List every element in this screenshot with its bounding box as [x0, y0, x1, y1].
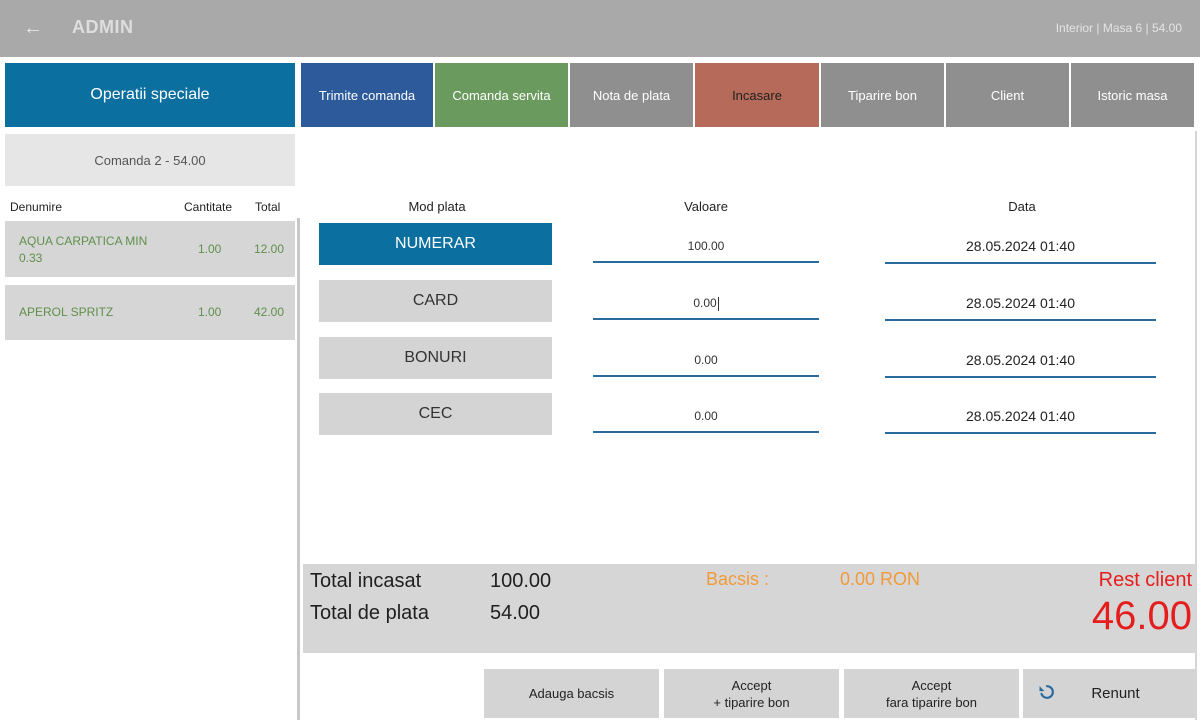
item-total: 12.00	[254, 242, 285, 256]
vouchers-value-field[interactable]: 0.00	[593, 347, 819, 377]
payment-mode-card-button[interactable]: CARD	[319, 280, 552, 322]
order-item-row[interactable]: AQUA CARPATICA MIN 0.33 1.00 12.00	[5, 221, 295, 277]
print-receipt-button[interactable]: Tiparire bon	[821, 63, 944, 127]
tip-value: 0.00 RON	[840, 569, 921, 589]
vouchers-date-field[interactable]: 28.05.2024 01:40	[885, 346, 1156, 378]
arrow-left-icon[interactable]: ←	[23, 17, 43, 39]
item-total: 42.00	[254, 305, 285, 319]
add-tip-button[interactable]: Adauga bacsis	[484, 669, 659, 718]
card-date-field[interactable]: 28.05.2024 01:40	[885, 289, 1156, 321]
accept-no-print-button[interactable]: Accept fara tiparire bon	[844, 669, 1019, 718]
column-quantity: Cantitate	[184, 200, 233, 214]
change-label: Rest client	[1098, 569, 1192, 591]
table-status: Interior | Masa 6 | 54.00	[1055, 21, 1182, 35]
card-value-field[interactable]: 0.00	[593, 290, 819, 320]
check-date-field[interactable]: 28.05.2024 01:40	[885, 402, 1156, 434]
cash-value-field[interactable]: 100.00	[593, 233, 819, 263]
text-cursor	[717, 296, 719, 311]
total-due-label: Total de plata	[310, 602, 429, 624]
column-name: Denumire	[10, 200, 63, 214]
payment-summary: Total incasat 100.00 Total de plata 54.0…	[303, 564, 1196, 653]
left-panel-divider	[297, 218, 300, 720]
action-toolbar: Trimite comanda Comanda servita Nota de …	[301, 63, 1194, 127]
item-name: APEROL SPRITZ	[19, 305, 114, 319]
accept-print-button[interactable]: Accept + tiparire bon	[664, 669, 839, 718]
item-name: AQUA CARPATICA MIN 0.33	[19, 234, 148, 265]
column-total: Total	[255, 200, 281, 214]
cancel-button[interactable]: Renunt	[1023, 669, 1196, 718]
special-operations-button[interactable]: Operatii speciale	[5, 63, 295, 127]
check-value-field[interactable]: 0.00	[593, 403, 819, 433]
payment-mode-check-button[interactable]: CEC	[319, 393, 552, 435]
payment-mode-header: Mod plata	[408, 199, 466, 214]
payment-value-header: Valoare	[684, 199, 728, 214]
user-title: ADMIN	[72, 17, 134, 37]
right-scrollbar	[1195, 131, 1197, 720]
cash-date-field[interactable]: 28.05.2024 01:40	[885, 232, 1156, 264]
total-collected-value: 100.00	[490, 570, 552, 592]
order-served-button[interactable]: Comanda servita	[435, 63, 568, 127]
client-button[interactable]: Client	[946, 63, 1069, 127]
total-due-value: 54.00	[490, 602, 541, 624]
send-order-button[interactable]: Trimite comanda	[301, 63, 433, 127]
item-quantity: 1.00	[198, 242, 222, 256]
item-quantity: 1.00	[198, 305, 222, 319]
order-title[interactable]: Comanda 2 - 54.00	[5, 134, 295, 186]
undo-icon	[1039, 685, 1054, 699]
tip-label: Bacsis :	[706, 569, 770, 589]
order-table-header: Denumire Cantitate Total	[5, 200, 295, 216]
table-history-button[interactable]: Istoric masa	[1071, 63, 1194, 127]
payment-mode-cash-button[interactable]: NUMERAR	[319, 223, 552, 265]
payment-mode-vouchers-button[interactable]: BONURI	[319, 337, 552, 379]
change-value: 46.00	[1091, 594, 1192, 638]
total-collected-label: Total incasat	[310, 570, 422, 592]
order-item-row[interactable]: APEROL SPRITZ 1.00 42.00	[5, 285, 295, 340]
payment-date-header: Data	[1008, 199, 1036, 214]
top-bar: ← ADMIN Interior | Masa 6 | 54.00	[0, 0, 1200, 57]
bill-note-button[interactable]: Nota de plata	[570, 63, 693, 127]
collect-payment-button[interactable]: Incasare	[695, 63, 819, 127]
